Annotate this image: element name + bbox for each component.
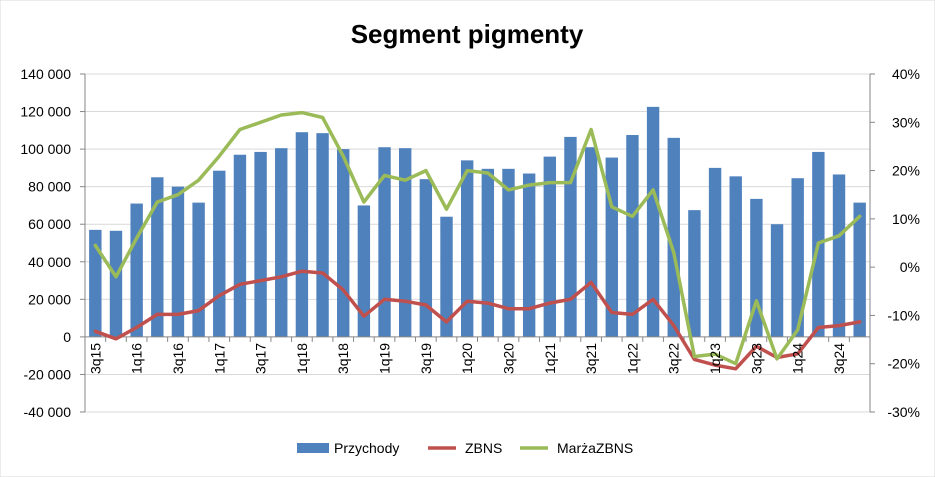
x-tick-label: 3q22 xyxy=(666,343,682,374)
bar-przychody xyxy=(543,156,556,337)
line-marżazbns xyxy=(93,110,862,366)
y-tick-label: 40 000 xyxy=(28,254,71,270)
bar-przychody xyxy=(853,202,866,337)
bar-przychody xyxy=(213,170,226,337)
bar-przychody xyxy=(399,148,412,337)
x-tick-label: 3q23 xyxy=(748,343,764,374)
bar-przychody xyxy=(522,173,536,337)
bar-przychody xyxy=(378,147,391,337)
bar-przychody xyxy=(357,205,371,337)
bar-przychody xyxy=(151,177,164,337)
y2-tick-label: -20% xyxy=(887,356,920,372)
bar-przychody xyxy=(770,224,784,337)
bar-przychody xyxy=(316,133,329,337)
bar-przychody xyxy=(295,132,309,337)
bar-przychody xyxy=(667,137,680,337)
y-tick-label: -40 000 xyxy=(24,404,72,420)
bar-przychody xyxy=(233,154,247,337)
x-tick-label: 3q16 xyxy=(170,343,186,374)
legend-label: Przychody xyxy=(334,440,399,456)
line-zbns xyxy=(93,269,862,371)
y-tick-label: 140 000 xyxy=(20,66,71,82)
bar-przychody xyxy=(646,106,660,337)
y2-tick-label: 40% xyxy=(892,66,920,82)
y-tick-label: -20 000 xyxy=(24,366,72,382)
y2-tick-label: 10% xyxy=(892,211,920,227)
y2-tick-label: -30% xyxy=(887,404,920,420)
y-tick-label: 20 000 xyxy=(28,291,71,307)
bar-przychody xyxy=(626,135,639,337)
x-tick-label: 3q24 xyxy=(831,343,847,374)
x-tick-label: 3q19 xyxy=(418,343,434,374)
bar-przychody xyxy=(89,229,102,337)
bar-przychody xyxy=(832,174,846,337)
axes xyxy=(80,73,875,413)
x-tick-label: 1q24 xyxy=(790,343,806,374)
y2-tick-label: -10% xyxy=(887,307,920,323)
legend-swatch-bar xyxy=(297,443,329,453)
y-tick-label: 120 000 xyxy=(20,104,71,120)
legend: Przychody ZBNS MarżaZBNS xyxy=(297,440,633,456)
chart-title: Segment pigmenty xyxy=(351,19,584,49)
bar-series xyxy=(89,106,866,337)
bar-przychody xyxy=(729,176,742,337)
bar-przychody xyxy=(605,157,618,337)
x-tick-label: 1q21 xyxy=(542,343,558,374)
x-tick-label: 3q15 xyxy=(87,343,103,374)
bar-przychody xyxy=(440,216,453,337)
y2-tick-label: 20% xyxy=(892,163,920,179)
bar-przychody xyxy=(564,136,577,337)
bar-przychody xyxy=(460,160,474,337)
bar-przychody xyxy=(254,151,267,337)
x-tick-label: 3q21 xyxy=(583,343,599,374)
x-tick-label: 1q17 xyxy=(211,343,227,374)
x-tick-label: 1q19 xyxy=(377,343,393,374)
x-tick-label: 1q22 xyxy=(624,343,640,374)
bar-przychody xyxy=(171,186,185,337)
line-series xyxy=(93,110,862,371)
bar-przychody xyxy=(337,149,350,337)
legend-label: MarżaZBNS xyxy=(557,440,633,456)
x-tick-label: 1q23 xyxy=(707,343,723,374)
bar-przychody xyxy=(688,210,701,337)
x-tick-label: 3q17 xyxy=(253,343,269,374)
bar-przychody xyxy=(481,168,495,337)
y2-tick-label: 0% xyxy=(900,259,920,275)
bar-przychody xyxy=(750,198,763,337)
x-tick-label: 3q20 xyxy=(500,343,516,374)
x-tick-label: 1q16 xyxy=(129,343,145,374)
y-tick-label: 80 000 xyxy=(28,179,71,195)
y2-tick-label: 30% xyxy=(892,114,920,130)
x-tick-label: 3q18 xyxy=(335,343,351,374)
y-tick-label: 0 xyxy=(63,329,71,345)
bar-przychody xyxy=(419,179,433,337)
bar-przychody xyxy=(584,147,598,337)
y-tick-label: 60 000 xyxy=(28,216,71,232)
x-tick-label: 1q18 xyxy=(294,343,310,374)
y-tick-label: 100 000 xyxy=(20,141,71,157)
tick-labels: 140 000 120 000 100 000 80 000 60 000 40 000 2… xyxy=(20,66,920,420)
bar-przychody xyxy=(708,167,722,337)
bar-przychody xyxy=(130,203,143,337)
x-tick-label: 1q20 xyxy=(459,343,475,374)
bar-przychody xyxy=(791,178,804,337)
bar-przychody xyxy=(275,148,288,337)
bar-przychody xyxy=(192,202,205,337)
bar-przychody xyxy=(109,230,123,337)
legend-label: ZBNS xyxy=(465,440,502,456)
bar-przychody xyxy=(502,168,515,337)
